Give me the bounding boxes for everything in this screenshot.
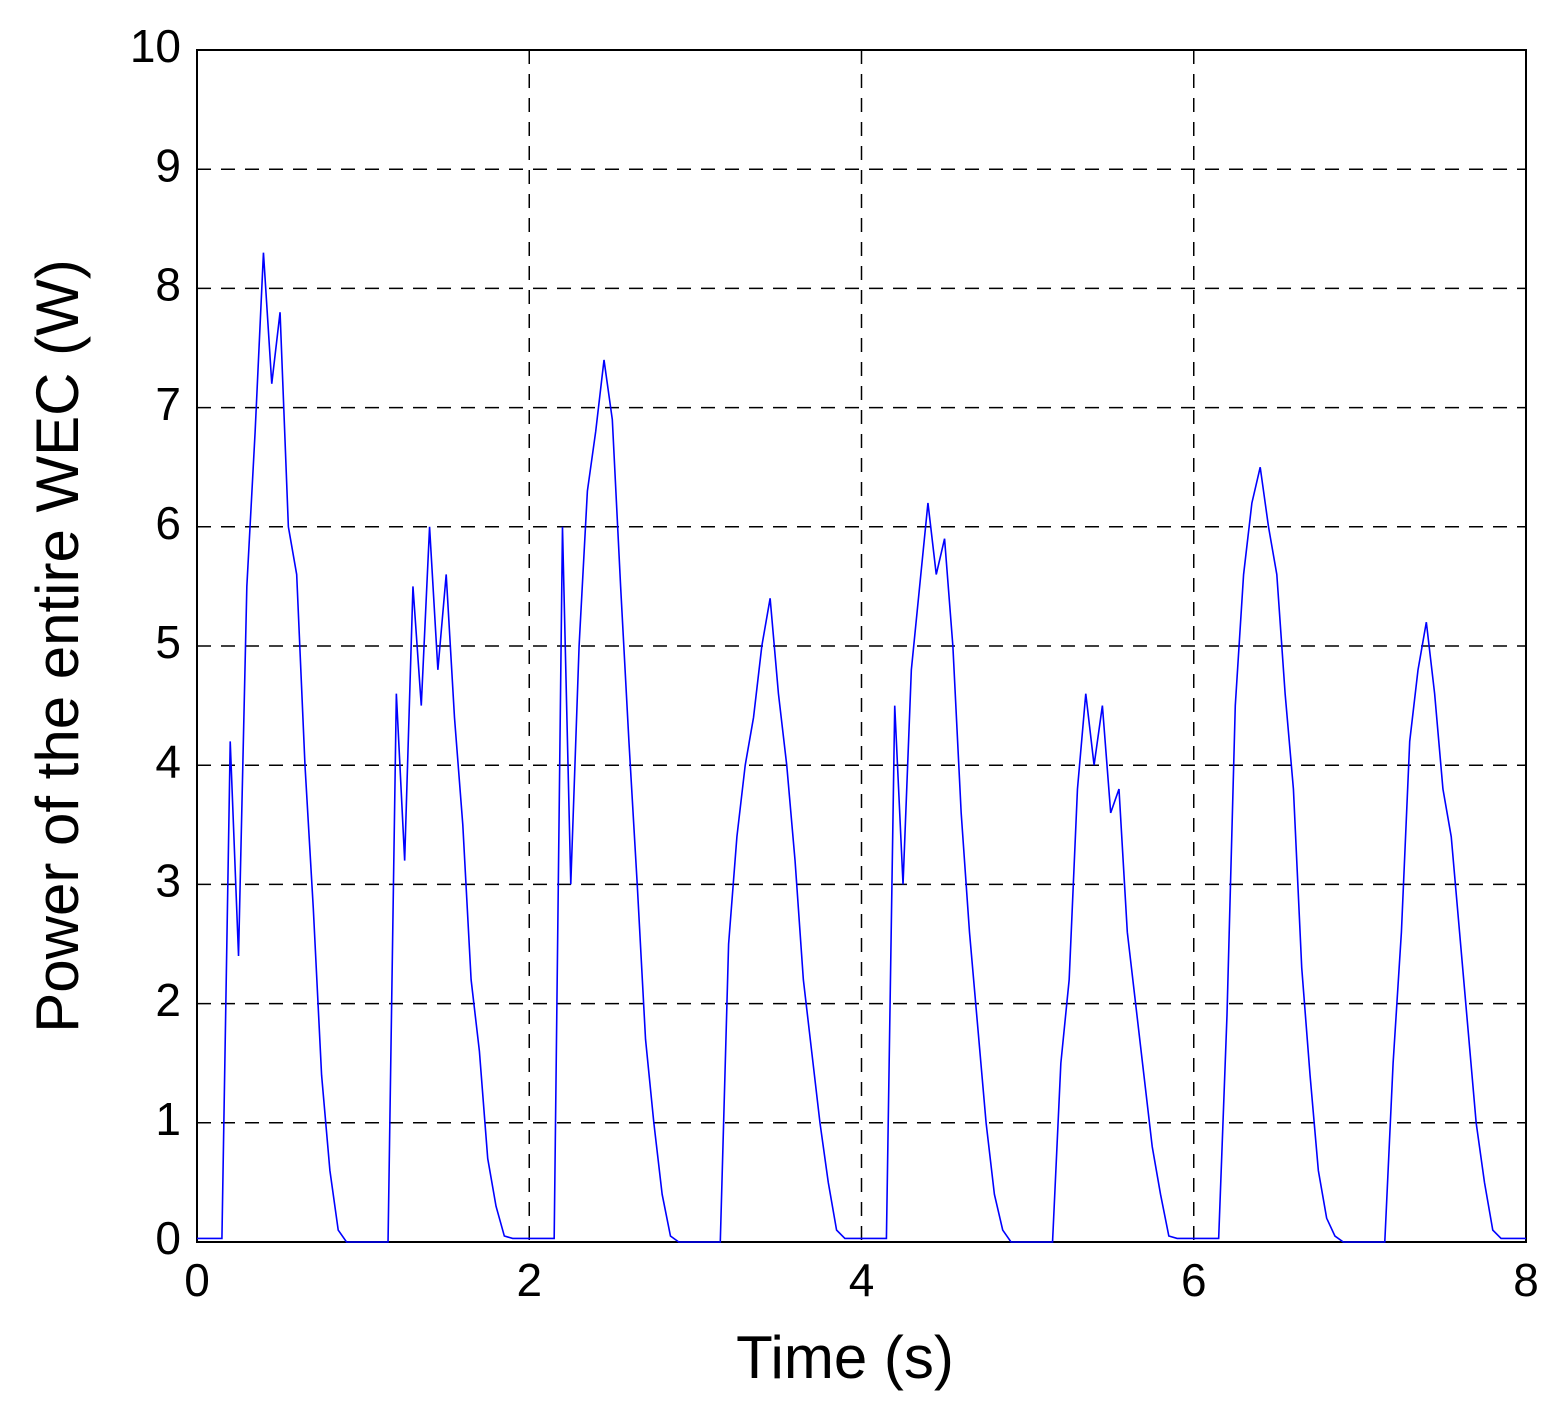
x-axis-label: Time (s) [736, 1324, 954, 1391]
plot-frame [196, 49, 1527, 1243]
x-tick-label: 4 [849, 1254, 875, 1306]
y-tick-label: 2 [155, 974, 181, 1026]
y-tick-label: 1 [155, 1093, 181, 1145]
data-line [197, 252, 1526, 1243]
y-tick-label: 4 [155, 735, 181, 787]
x-tick-label: 6 [1181, 1254, 1207, 1306]
y-tick-label: 8 [155, 259, 181, 311]
y-tick-label: 10 [130, 20, 181, 72]
x-tick-label: 8 [1513, 1254, 1539, 1306]
y-tick-label: 3 [155, 855, 181, 907]
x-tick-label: 2 [516, 1254, 542, 1306]
y-tick-label: 6 [155, 497, 181, 549]
y-tick-label: 0 [155, 1212, 181, 1264]
y-tick-label: 5 [155, 616, 181, 668]
y-axis-label: Power of the entire WEC (W) [24, 259, 91, 1033]
y-tick-label: 7 [155, 378, 181, 430]
x-tick-label: 0 [184, 1254, 210, 1306]
y-tick-label: 9 [155, 139, 181, 191]
